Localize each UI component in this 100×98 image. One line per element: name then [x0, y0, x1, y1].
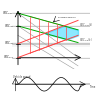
Text: $SOC_{min}$: $SOC_{min}$ — [3, 54, 14, 61]
Text: Time: Time — [89, 85, 96, 89]
Text: $SOC_{ref}$: $SOC_{ref}$ — [4, 22, 14, 30]
Text: $SOC_{max}$: $SOC_{max}$ — [2, 9, 14, 17]
Text: $SOC_{ref}$: $SOC_{ref}$ — [4, 40, 14, 47]
Text: allowed domain: allowed domain — [58, 17, 75, 18]
Text: Vehicle speed: Vehicle speed — [13, 75, 30, 79]
Text: $SOC_{max}(k)$: $SOC_{max}(k)$ — [79, 21, 94, 29]
Text: $SOC_{min}(k)$: $SOC_{min}(k)$ — [79, 36, 93, 44]
